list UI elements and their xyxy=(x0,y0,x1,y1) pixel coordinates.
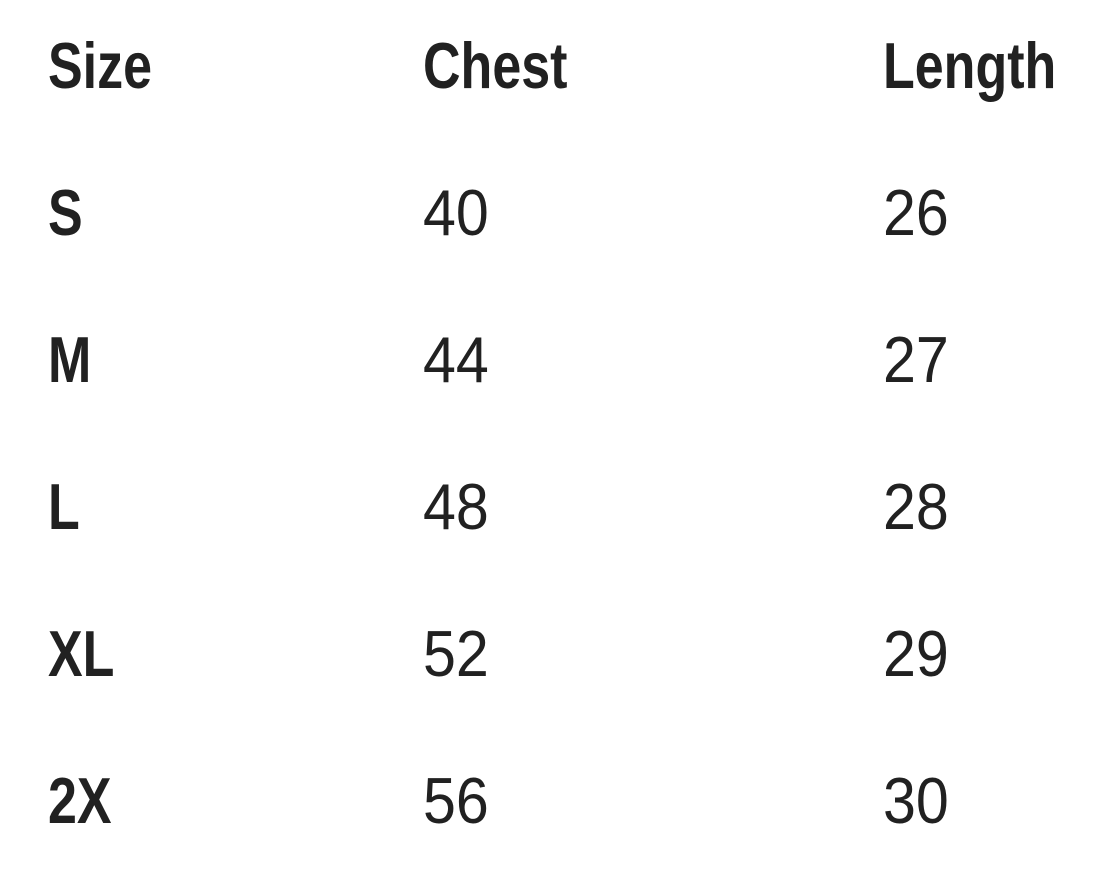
chest-value: 52 xyxy=(423,617,489,690)
size-chart-table: Size Chest Length S 40 26 M 44 27 L 48 2… xyxy=(48,0,1100,874)
size-chart-row-2x: 2X 56 30 xyxy=(48,727,1100,874)
chest-value-cell: 48 xyxy=(423,433,883,580)
size-chart-header-row: Size Chest Length xyxy=(48,0,1100,139)
size-chart-row-m: M 44 27 xyxy=(48,286,1100,433)
size-label-cell: L xyxy=(48,433,423,580)
length-value: 29 xyxy=(883,617,949,690)
header-cell-size: Size xyxy=(48,0,423,139)
header-cell-chest: Chest xyxy=(423,0,883,139)
chest-value: 40 xyxy=(423,176,489,249)
header-chest-label: Chest xyxy=(423,29,568,102)
chest-value: 48 xyxy=(423,470,489,543)
length-value: 28 xyxy=(883,470,949,543)
length-value-cell: 29 xyxy=(883,580,1100,727)
chest-value-cell: 44 xyxy=(423,286,883,433)
size-label: 2X xyxy=(48,764,112,837)
header-cell-length: Length xyxy=(883,0,1100,139)
size-label: XL xyxy=(48,617,115,690)
size-label: M xyxy=(48,323,92,396)
length-value: 30 xyxy=(883,764,949,837)
chest-value-cell: 52 xyxy=(423,580,883,727)
length-value-cell: 28 xyxy=(883,433,1100,580)
size-label-cell: M xyxy=(48,286,423,433)
size-chart-row-l: L 48 28 xyxy=(48,433,1100,580)
chest-value-cell: 56 xyxy=(423,727,883,874)
chest-value-cell: 40 xyxy=(423,139,883,286)
length-value-cell: 30 xyxy=(883,727,1100,874)
header-size-label: Size xyxy=(48,29,153,102)
size-chart-row-s: S 40 26 xyxy=(48,139,1100,286)
length-value-cell: 26 xyxy=(883,139,1100,286)
length-value: 27 xyxy=(883,323,949,396)
size-label-cell: 2X xyxy=(48,727,423,874)
length-value-cell: 27 xyxy=(883,286,1100,433)
length-value: 26 xyxy=(883,176,949,249)
chest-value: 56 xyxy=(423,764,489,837)
size-label: S xyxy=(48,176,83,249)
size-label-cell: XL xyxy=(48,580,423,727)
size-label: L xyxy=(48,470,80,543)
size-chart-row-xl: XL 52 29 xyxy=(48,580,1100,727)
header-length-label: Length xyxy=(883,29,1057,102)
chest-value: 44 xyxy=(423,323,489,396)
size-label-cell: S xyxy=(48,139,423,286)
